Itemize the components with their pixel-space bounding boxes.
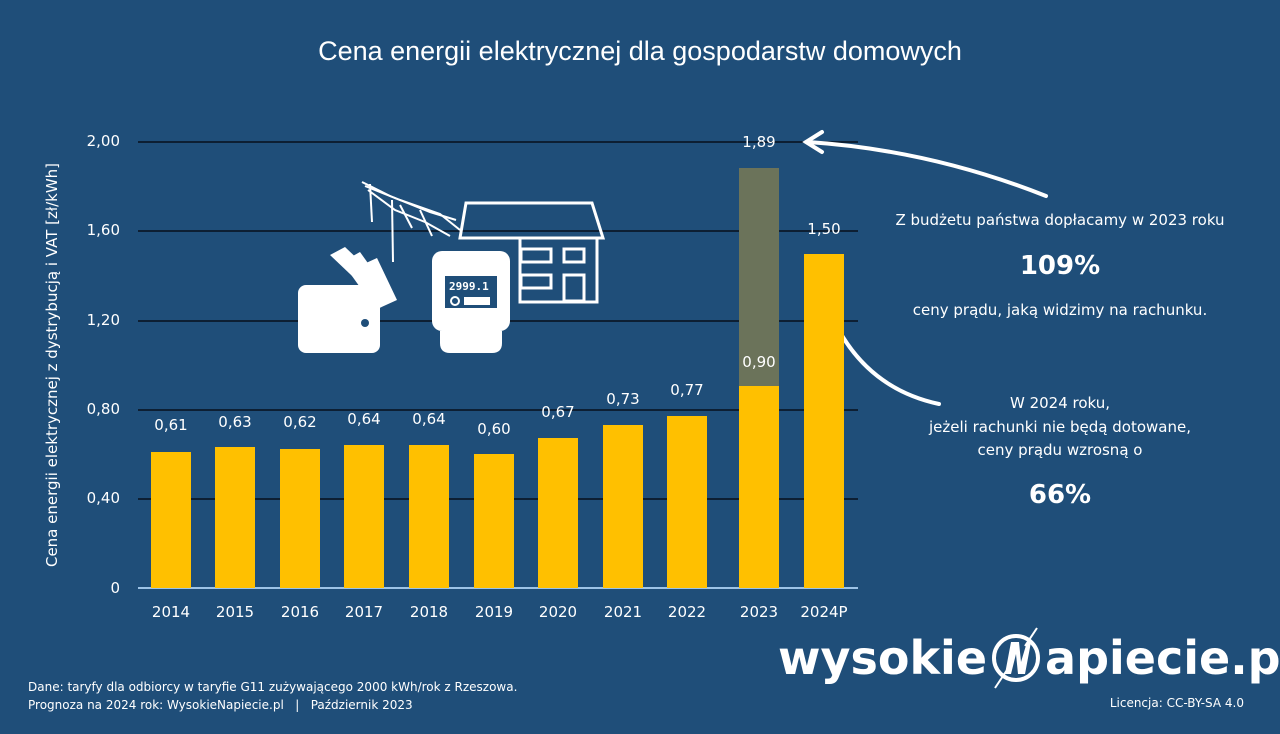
bar-2016: [280, 449, 320, 588]
x-tick: 2021: [603, 603, 643, 621]
x-axis-line: [138, 587, 858, 589]
x-tick: 2017: [344, 603, 384, 621]
gridline: [138, 141, 858, 143]
value-label: 0,77: [670, 381, 704, 399]
y-tick: 1,20: [86, 311, 120, 329]
annotation-subsidy-text: Z budżetu państwa dopłacamy w 2023 roku: [895, 211, 1225, 229]
bar-2024p: [804, 254, 844, 588]
logo-text-right: apiecie.pl: [1045, 631, 1280, 685]
arrow-to-1-89-icon: [802, 130, 1048, 198]
annotation-subsidy-percent: 109%: [1019, 251, 1101, 281]
bar-2023-subsidy: [739, 168, 779, 386]
x-tick: 2018: [409, 603, 449, 621]
lightning-n-icon: [992, 627, 1041, 689]
footer-forecast: Prognoza na 2024 rok: WysokieNapiecie.pl…: [28, 698, 413, 712]
x-tick: 2019: [474, 603, 514, 621]
bar-2021: [603, 425, 643, 588]
value-label: 0,64: [412, 410, 446, 428]
bar-2019: [474, 454, 514, 588]
x-tick: 2024P: [800, 603, 848, 621]
total-label-2023: 1,89: [742, 133, 776, 151]
value-label: 0,67: [541, 403, 575, 421]
license-text: Licencja: CC-BY-SA 4.0: [1109, 696, 1244, 710]
annotation-2024-line1: W 2024 roku,: [1009, 394, 1111, 412]
x-tick: 2022: [667, 603, 707, 621]
annotation-2024-line2: jeżeli rachunki nie będą dotowane,: [929, 418, 1191, 436]
y-tick: 0: [110, 579, 120, 597]
value-label: 0,60: [477, 420, 511, 438]
y-tick: 2,00: [86, 132, 120, 150]
house-icon: [458, 201, 606, 304]
value-label: 1,50: [807, 220, 841, 238]
y-tick: 0,40: [86, 489, 120, 507]
bar-2015: [215, 447, 255, 588]
power-line-icon: [361, 181, 461, 263]
value-label: 0,63: [218, 413, 252, 431]
bar-2017: [344, 445, 384, 588]
gridline: [138, 230, 858, 232]
value-label: 0,61: [154, 416, 188, 434]
electric-meter-icon: 2999.1: [432, 251, 510, 353]
logo-text-left: wysokie: [778, 631, 988, 685]
bar-2014: [151, 452, 191, 588]
bar-2020: [538, 438, 578, 588]
annotation-2024-line3: ceny prądu wzrosną o: [977, 441, 1143, 459]
x-tick: 2020: [538, 603, 578, 621]
value-label: 0,64: [347, 410, 381, 428]
bar-2022: [667, 416, 707, 588]
annotation-subsidy-text-2: ceny prądu, jaką widzimy na rachunku.: [912, 301, 1208, 319]
value-label: 0,90: [742, 353, 776, 371]
value-label: 0,73: [606, 390, 640, 408]
wysokienapiecie-logo: wysokie apiecie.pl: [778, 626, 1280, 690]
chart-title: Cena energii elektrycznej dla gospodarst…: [318, 36, 962, 66]
wallet-icon: [298, 247, 397, 353]
x-tick: 2014: [151, 603, 191, 621]
x-tick: 2016: [280, 603, 320, 621]
bar-2023: [739, 386, 779, 588]
x-tick: 2015: [215, 603, 255, 621]
x-tick: 2023: [739, 603, 779, 621]
bar-2018: [409, 445, 449, 588]
gridline: [138, 409, 858, 411]
value-label: 0,62: [283, 413, 317, 431]
y-tick: 0,80: [86, 400, 120, 418]
footer-source: Dane: taryfy dla odbiorcy w taryfie G11 …: [28, 680, 518, 694]
meter-display: 2999.1: [449, 280, 489, 293]
annotation-2024-percent: 66%: [1028, 480, 1092, 510]
y-tick: 1,60: [86, 221, 120, 239]
